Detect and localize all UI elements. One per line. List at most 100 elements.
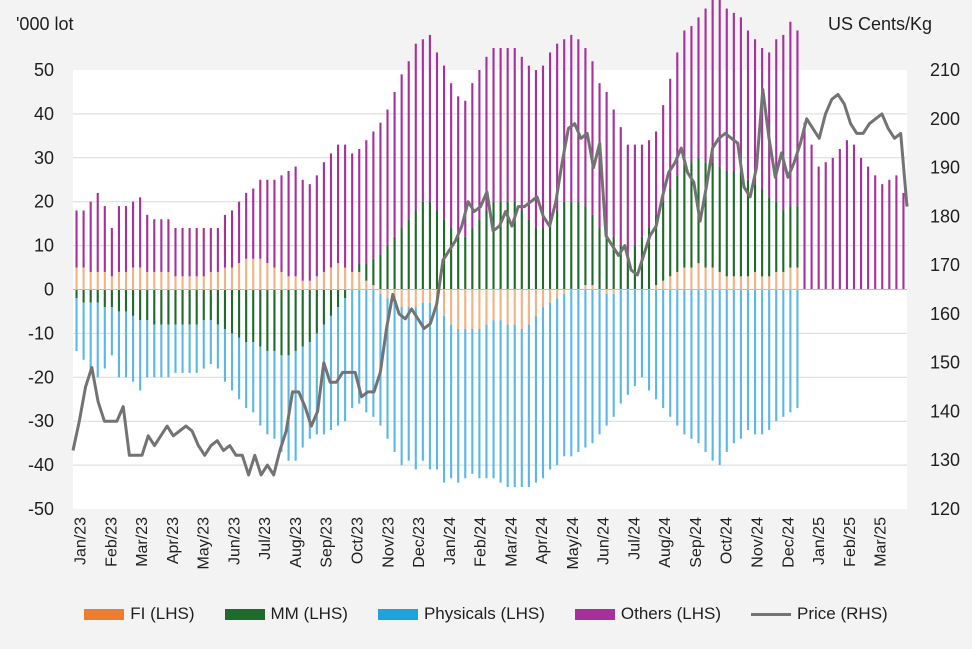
x-tick-label: Sep/24: [688, 517, 705, 568]
bar-physicals: [450, 324, 453, 479]
bar-others: [499, 48, 502, 202]
x-tick-label: Mar/25: [873, 517, 890, 567]
x-tick-label: Jan/25: [811, 517, 828, 565]
bar-others: [160, 219, 163, 272]
bar-others: [563, 39, 566, 202]
bar-mm: [266, 289, 269, 351]
bar-fi: [372, 285, 375, 290]
bar-physicals: [534, 315, 538, 483]
bar-mm: [676, 175, 679, 272]
bar-mm: [202, 289, 205, 321]
bar-others: [739, 17, 742, 171]
bar-fi: [181, 276, 184, 290]
bar-physicals: [577, 289, 580, 452]
bar-mm: [612, 236, 615, 290]
bar-fi: [230, 267, 234, 290]
bar-mm: [556, 210, 559, 290]
right-tick-label: 120: [930, 499, 960, 519]
bar-fi: [89, 271, 92, 290]
x-tick-label: Jan/23: [73, 517, 90, 565]
bar-fi: [506, 289, 509, 325]
bar-others: [570, 34, 573, 202]
bar-others: [549, 52, 552, 220]
bar-physicals: [245, 342, 248, 409]
x-tick-label: May/23: [196, 517, 213, 570]
bar-fi: [287, 276, 290, 290]
bar-fi: [746, 276, 750, 290]
x-tick-label: Apr/24: [534, 517, 551, 564]
right-tick-label: 170: [930, 255, 960, 275]
bar-physicals: [612, 293, 615, 417]
bar-mm: [280, 289, 283, 356]
bar-mm: [655, 214, 658, 286]
bar-others: [612, 109, 615, 237]
bar-fi: [400, 289, 403, 308]
bar-others: [732, 12, 735, 171]
bar-others: [824, 162, 827, 290]
bar-others: [365, 140, 368, 264]
x-tick-label: Feb/23: [103, 517, 120, 567]
legend-label-fi: FI (LHS): [130, 604, 195, 623]
bar-mm: [485, 210, 488, 290]
bar-mm: [195, 289, 198, 325]
bar-others: [655, 131, 658, 215]
bar-mm: [400, 228, 403, 290]
right-tick-label: 150: [930, 353, 960, 373]
bar-others: [393, 91, 396, 237]
bar-mm: [188, 289, 191, 325]
bar-physicals: [789, 289, 792, 413]
right-tick-label: 190: [930, 158, 960, 178]
bar-others: [202, 228, 205, 277]
bar-others: [153, 219, 156, 272]
bar-physicals: [782, 289, 785, 417]
bar-fi: [556, 289, 559, 299]
bar-fi: [195, 276, 198, 290]
bar-others: [768, 52, 771, 198]
bar-others: [506, 48, 509, 202]
bar-others: [867, 166, 870, 290]
bar-mm: [414, 210, 417, 290]
bar-fi: [655, 285, 658, 290]
bar-others: [845, 140, 848, 290]
bar-mm: [520, 210, 523, 290]
bar-others: [117, 206, 121, 272]
bar-others: [103, 206, 106, 272]
bar-others: [245, 192, 248, 259]
x-tick-label: Feb/25: [842, 517, 859, 567]
x-tick-label: Oct/23: [350, 517, 367, 564]
bar-others: [238, 201, 241, 264]
bar-physicals: [633, 289, 636, 387]
bar-mm: [82, 289, 85, 303]
bar-mm: [704, 162, 707, 268]
bar-mm: [216, 289, 219, 325]
bar-physicals: [457, 329, 460, 483]
bar-others: [520, 56, 523, 211]
bar-mm: [365, 263, 368, 281]
bar-fi: [669, 276, 672, 290]
bar-others: [888, 179, 891, 290]
bar-mm: [209, 289, 212, 321]
bar-others: [591, 61, 594, 215]
bar-mm: [146, 289, 149, 321]
bar-physicals: [336, 307, 340, 426]
bar-physicals: [655, 289, 658, 400]
bar-physicals: [435, 307, 439, 470]
bar-mm: [167, 289, 170, 325]
bar-physicals: [768, 289, 771, 430]
bar-fi: [683, 267, 686, 290]
bar-physicals: [238, 337, 241, 400]
bar-physicals: [711, 289, 714, 461]
left-tick-label: 0: [44, 280, 54, 300]
bar-mm: [181, 289, 184, 325]
bar-others: [457, 96, 460, 237]
bar-physicals: [697, 289, 700, 444]
bar-physicals: [379, 293, 382, 426]
bar-mm: [238, 289, 241, 338]
bar-others: [492, 48, 495, 202]
bar-others: [859, 157, 863, 290]
bar-others: [838, 149, 841, 290]
x-tick-label: Dec/24: [780, 517, 797, 568]
bar-fi: [492, 289, 495, 321]
bar-physicals: [273, 350, 276, 439]
right-tick-label: 140: [930, 401, 960, 421]
